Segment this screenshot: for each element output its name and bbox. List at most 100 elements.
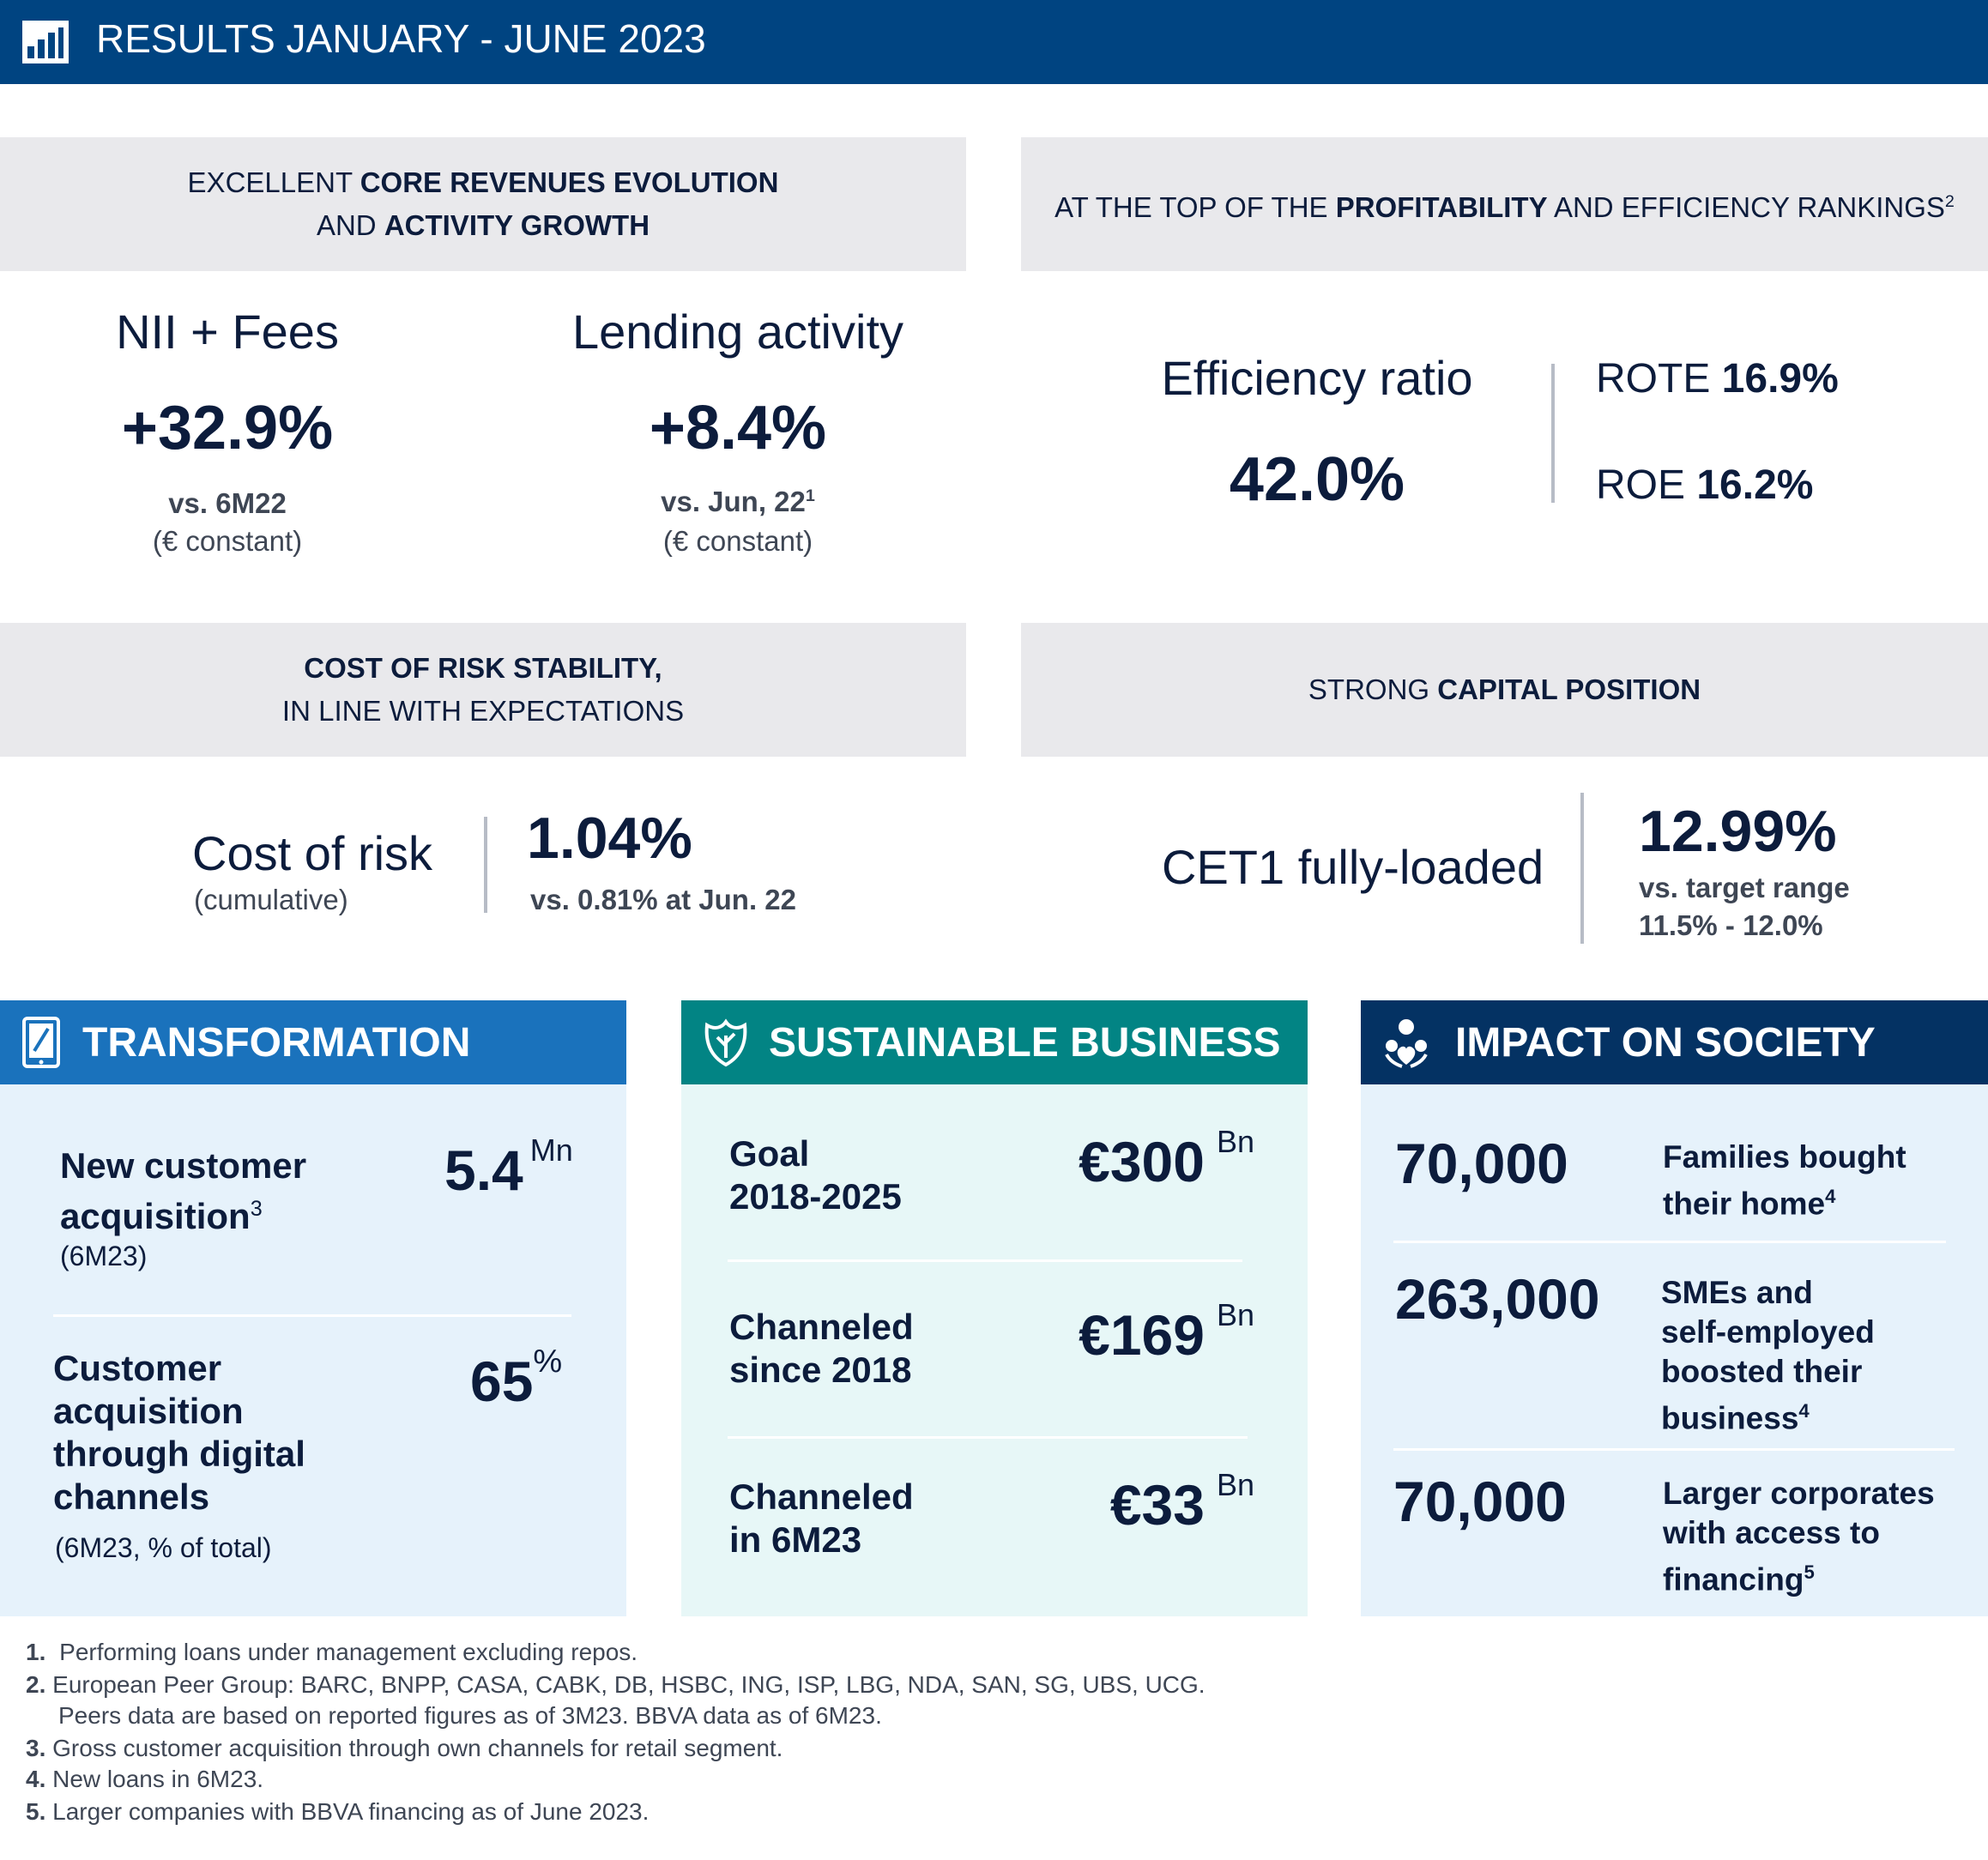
digital-acquisition-label: Customer acquisition through digital cha… <box>53 1347 305 1519</box>
label-line: since 2018 <box>729 1350 912 1390</box>
label-line: boosted their <box>1661 1354 1863 1389</box>
channeled-6m-label: Channeled in 6M23 <box>729 1476 914 1561</box>
footnote-ref: 1 <box>805 486 815 505</box>
families-label: Families bought their home4 <box>1663 1138 1906 1223</box>
lending-note: (€ constant) <box>662 525 813 557</box>
label-line: Customer <box>53 1348 222 1388</box>
cet1-range: 11.5% - 12.0% <box>1639 909 1823 941</box>
nii-note: (€ constant) <box>152 525 303 557</box>
cost-of-risk-value: 1.04% <box>527 806 692 871</box>
sustainable-header: SUSTAINABLE BUSINESS <box>681 1000 1308 1084</box>
channeled-since-label: Channeled since 2018 <box>729 1306 914 1392</box>
nii-vs: vs. 6M22 <box>168 487 287 519</box>
nii-value: +32.9% <box>121 394 334 462</box>
label-line: business4 <box>1661 1392 1875 1438</box>
society-title: IMPACT ON SOCIETY <box>1455 1019 1876 1066</box>
tablet-icon <box>22 1017 60 1068</box>
label-line: Families bought <box>1663 1139 1906 1175</box>
channeled-since-value: €169 Bn <box>1079 1297 1254 1368</box>
transformation-title: TRANSFORMATION <box>82 1019 471 1066</box>
panel-text: STRONG <box>1308 673 1438 705</box>
separator <box>728 1436 1248 1439</box>
footnote-ref: 4 <box>1825 1186 1836 1207</box>
roe-value: 16.2% <box>1696 462 1814 508</box>
value-number: 65 <box>470 1350 534 1413</box>
panel-text: AND EFFICIENCY RANKINGS <box>1547 190 1945 223</box>
label-line: SMEs and <box>1661 1275 1813 1310</box>
panel-text: EXCELLENT <box>187 166 360 198</box>
value-number: €33 <box>1109 1473 1205 1537</box>
lending-vs-text: vs. Jun, 22 <box>661 486 806 517</box>
new-customer-label: New customer acquisition3 <box>60 1144 306 1238</box>
divider <box>484 817 487 913</box>
footnote-ref: 2 <box>1944 191 1955 211</box>
footnote-4: 4. New loans in 6M23. <box>26 1766 263 1793</box>
divider <box>1551 364 1555 503</box>
digital-acquisition-value: 65% <box>470 1344 562 1414</box>
panel-bold-text: COST OF RISK STABILITY, <box>304 652 662 684</box>
cost-of-risk-panel: COST OF RISK STABILITY, IN LINE WITH EXP… <box>0 623 966 757</box>
label-line: Goal <box>729 1133 810 1174</box>
label-line: financing5 <box>1663 1553 1935 1599</box>
separator <box>1393 1448 1955 1451</box>
footnote-number: 2. <box>26 1671 46 1698</box>
separator <box>53 1314 571 1317</box>
sustainable-body: Goal 2018-2025 €300 Bn Channeled since 20… <box>681 1084 1308 1616</box>
footnote-5: 5. Larger companies with BBVA financing … <box>26 1798 649 1826</box>
footnote-text: Gross customer acquisition through own c… <box>45 1735 783 1761</box>
rote-label: ROTE <box>1596 356 1722 402</box>
label-line: Channeled <box>729 1477 914 1517</box>
value-number: €169 <box>1079 1303 1205 1367</box>
lending-label: Lending activity <box>571 305 903 359</box>
panel-text: IN LINE WITH EXPECTATIONS <box>281 695 685 727</box>
value-unit: Bn <box>1216 1297 1254 1332</box>
label-line: through digital <box>53 1434 305 1474</box>
families-value: 70,000 <box>1395 1132 1568 1195</box>
footnote-number: 4. <box>26 1766 46 1792</box>
channeled-6m-value: €33 Bn <box>1109 1467 1254 1537</box>
footnote-ref: 5 <box>1804 1561 1815 1583</box>
label-text: business <box>1661 1400 1799 1436</box>
panel-bold-text: CORE REVENUES EVOLUTION <box>360 166 779 198</box>
society-body: 70,000 Families bought their home4 263,0… <box>1361 1084 1988 1616</box>
goal-value: €300 Bn <box>1079 1124 1254 1194</box>
value-number: 5.4 <box>444 1138 523 1202</box>
society-header: IMPACT ON SOCIETY <box>1361 1000 1988 1084</box>
people-heart-icon <box>1385 1019 1428 1068</box>
leaf-icon <box>704 1018 747 1067</box>
footnote-2: 2. European Peer Group: BARC, BNPP, CASA… <box>26 1671 1205 1699</box>
label-text: acquisition <box>60 1196 251 1236</box>
smes-value: 263,000 <box>1395 1267 1600 1331</box>
label-line: in 6M23 <box>729 1519 862 1560</box>
footnote-text: New loans in 6M23. <box>45 1766 264 1792</box>
cost-of-risk-note: (cumulative) <box>194 884 348 915</box>
footnote-1: 1. Performing loans under management exc… <box>26 1639 637 1666</box>
smes-label: SMEs and self-employed boosted their bus… <box>1661 1273 1875 1438</box>
value-unit: Mn <box>529 1132 573 1168</box>
transformation-body: New customer acquisition3 (6M23) 5.4 Mn C… <box>0 1084 626 1616</box>
efficiency-value: 42.0% <box>1229 445 1405 514</box>
digital-acquisition-note: (6M23, % of total) <box>55 1532 272 1563</box>
capital-panel: STRONG CAPITAL POSITION <box>1021 623 1988 757</box>
cost-of-risk-vs: vs. 0.81% at Jun. 22 <box>530 884 797 915</box>
panel-bold-text: ACTIVITY GROWTH <box>384 209 650 241</box>
label-text: their home <box>1663 1186 1826 1222</box>
value-unit: % <box>533 1344 563 1380</box>
cet1-label: CET1 fully-loaded <box>1162 840 1544 894</box>
label-line: 2018-2025 <box>729 1176 902 1217</box>
footnote-number: 1. <box>26 1639 46 1665</box>
lending-value: +8.4% <box>649 394 827 462</box>
rote-metric: ROTE 16.9% <box>1596 355 1839 402</box>
footnote-ref: 4 <box>1798 1400 1810 1422</box>
value-unit: Bn <box>1216 1124 1254 1159</box>
bar-chart-icon <box>22 21 69 63</box>
separator <box>1393 1241 1946 1243</box>
footnote-number: 5. <box>26 1798 46 1825</box>
cost-of-risk-label: Cost of risk <box>192 826 433 880</box>
profitability-panel: AT THE TOP OF THE PROFITABILITY AND EFFI… <box>1021 137 1988 271</box>
footnote-text: European Peer Group: BARC, BNPP, CASA, C… <box>45 1671 1205 1698</box>
goal-label: Goal 2018-2025 <box>729 1132 902 1218</box>
value-number: €300 <box>1079 1130 1205 1193</box>
rote-value: 16.9% <box>1721 356 1839 402</box>
efficiency-label: Efficiency ratio <box>1161 351 1473 405</box>
